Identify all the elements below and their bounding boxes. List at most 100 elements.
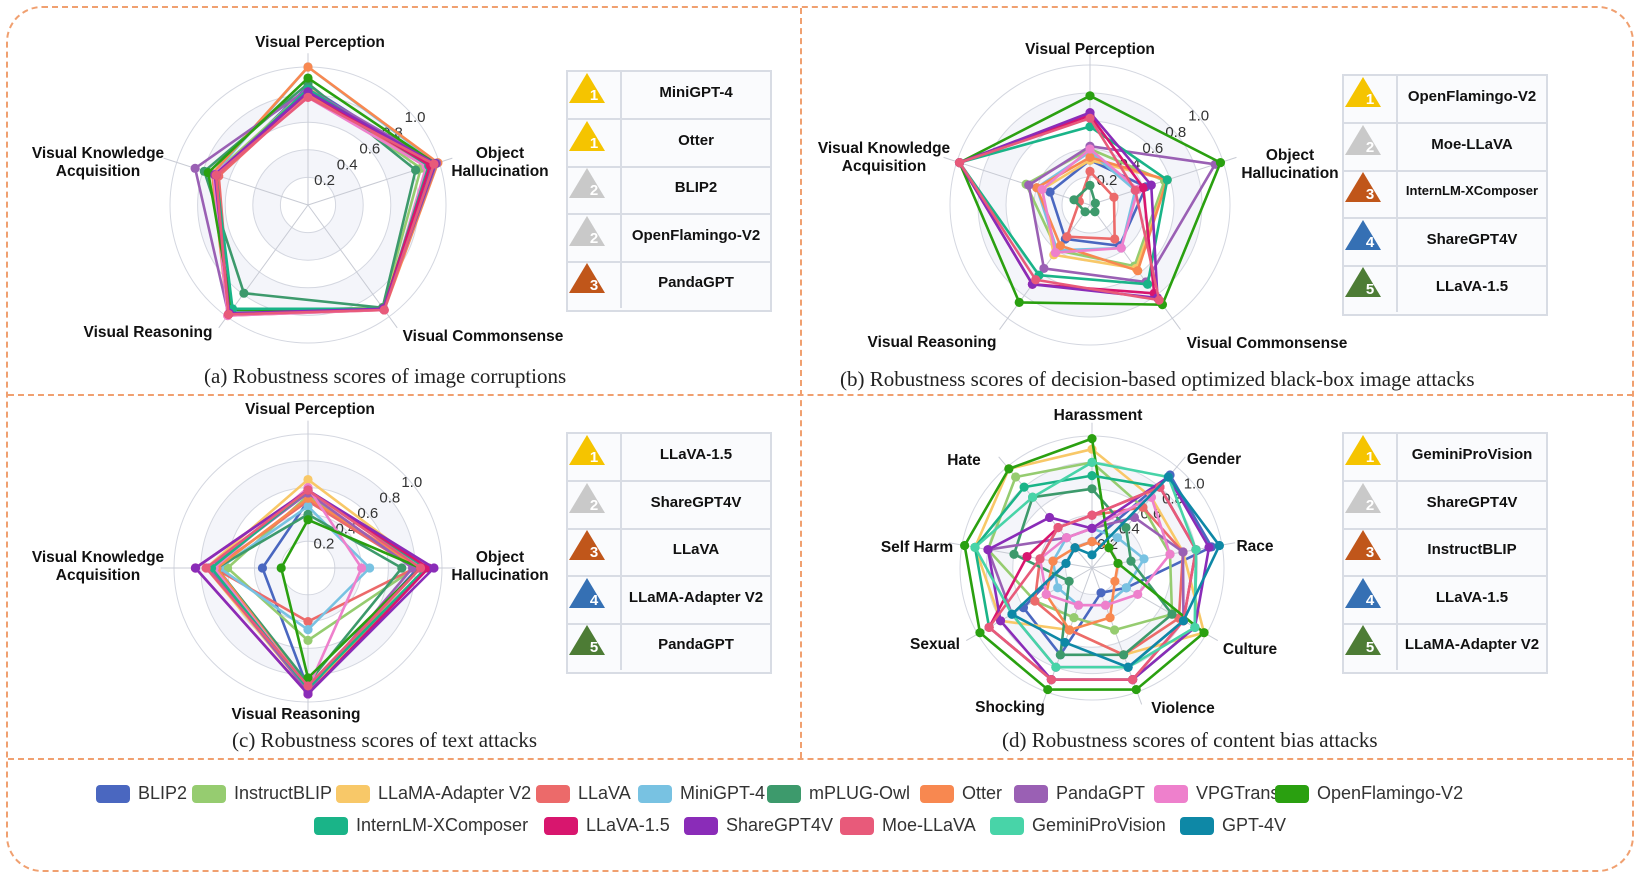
- data-point-blip2-visual-knowledge-acquisition: [257, 563, 268, 573]
- data-point-gpt-4v-gender: [1163, 472, 1173, 482]
- rank-number: 1: [589, 134, 599, 152]
- data-point-openflamingo-v2-harassment: [1087, 434, 1097, 444]
- data-point-llava-object-hallucination: [1109, 192, 1119, 202]
- rank-number: 5: [1365, 281, 1375, 299]
- rank-number: 4: [1365, 591, 1375, 609]
- rank-badge: 3: [1344, 529, 1398, 576]
- data-point-sharegpt4v-visual-knowledge-acquisition: [190, 563, 201, 573]
- series-line-llava: [1065, 170, 1116, 241]
- data-point-pandagpt-visual-knowledge-acquisition: [1024, 180, 1034, 190]
- rank-number: 2: [589, 229, 599, 247]
- data-point-openflamingo-v2-visual-knowledge-acquisition: [276, 563, 286, 573]
- legend-swatch: [96, 785, 130, 803]
- data-point-vpgtrans-visual-perception: [1085, 144, 1095, 154]
- data-point-instructblip-shocking: [1069, 613, 1079, 623]
- data-point-vpgtrans-hate: [1061, 533, 1072, 543]
- data-point-sharegpt4v-self-harm: [983, 545, 993, 555]
- triangle-icon: [569, 215, 605, 246]
- data-point-mplug-owl-visual-commonsense: [1090, 207, 1100, 217]
- data-point-openflamingo-v2-culture: [1199, 628, 1209, 638]
- data-point-openflamingo-v2-violence: [1131, 684, 1141, 695]
- ranked-model-name: PandaGPT: [658, 636, 734, 654]
- divider-middle: [8, 394, 1633, 396]
- series-line-internlm-xcomposer: [958, 125, 1169, 286]
- ranking-row: 2 Moe-LLaVA: [1344, 123, 1546, 172]
- data-point-mplug-owl-visual-perception: [1085, 180, 1095, 190]
- rank-badge: 1: [1344, 76, 1398, 122]
- ranking-row: 4 LLaMA-Adapter V2: [568, 576, 770, 625]
- axis-label-violence: Violence: [1151, 700, 1215, 717]
- axis-label-object-hallucination: Object Hallucination: [1241, 147, 1338, 182]
- data-point-internlm-xcomposer-object-hallucination: [1162, 175, 1172, 185]
- legend-label: Moe-LLaVA: [882, 815, 976, 835]
- caption-c: (c) Robustness scores of text attacks: [232, 728, 538, 752]
- data-point-openflamingo-v2-race: [1113, 558, 1123, 569]
- data-point-geminiprovision-harassment: [1087, 457, 1097, 467]
- tick-label-0-6: 0.6: [1142, 140, 1163, 157]
- series-line-moe-llava: [987, 485, 1198, 681]
- rank-number: 1: [589, 87, 599, 104]
- rank-badge: 4: [1344, 576, 1398, 623]
- ranking-row: 3 LLaVA: [568, 529, 770, 578]
- legend-swatch: [1275, 785, 1309, 803]
- axis-label-race: Race: [1236, 538, 1273, 555]
- triangle-icon: [1345, 172, 1381, 203]
- series-line-openflamingo-v2: [958, 94, 1222, 306]
- series-line-pandagpt: [1027, 144, 1217, 284]
- rank-number: 5: [1365, 639, 1375, 657]
- axis-label-object-hallucination: Object Hallucination: [451, 549, 548, 584]
- data-point-geminiprovision-culture: [1190, 622, 1200, 632]
- data-point-llava-1-5-object-hallucination: [1138, 183, 1148, 193]
- series-line-moe-llava: [214, 96, 436, 316]
- ranking-row: 2 ShareGPT4V: [568, 481, 770, 530]
- ranked-model-name: OpenFlamingo-V2: [631, 226, 761, 244]
- ranked-model-name: LLaMA-Adapter V2: [628, 588, 764, 606]
- series-line-blip2: [1048, 158, 1148, 248]
- data-point-mplug-owl-race: [1126, 556, 1136, 566]
- legend-swatch: [684, 817, 718, 835]
- triangle-icon: [569, 435, 605, 465]
- axis-label-gender: Gender: [1187, 451, 1241, 468]
- data-point-minigpt-4-object-hallucination: [365, 563, 375, 573]
- rank-number: 3: [1365, 544, 1375, 562]
- series-line-vpgtrans: [1038, 495, 1172, 607]
- tick-label-0-8: 0.8: [1165, 124, 1186, 141]
- data-point-vpgtrans-visual-knowledge-acquisition: [1037, 184, 1047, 195]
- data-point-moe-llava-visual-knowledge-acquisition: [201, 563, 211, 573]
- legend-swatch: [638, 785, 672, 803]
- axis-label-hate: Hate: [947, 452, 981, 469]
- ranked-model-name: ShareGPT4V: [1426, 230, 1518, 248]
- rank-badge: 1: [568, 72, 622, 118]
- legend-label: LLaMA-Adapter V2: [378, 783, 532, 803]
- axis-label-visual-perception: Visual Perception: [1025, 41, 1155, 58]
- axis-label-visual-commonsense: Visual Commonsense: [1187, 335, 1348, 352]
- ranking-row: 2 ShareGPT4V: [1344, 481, 1546, 530]
- data-point-internlm-xcomposer-visual-commonsense: [1143, 279, 1153, 289]
- legend-swatch: [544, 817, 578, 835]
- rank-number: 3: [589, 544, 599, 562]
- data-point-llava-visual-commonsense: [1110, 234, 1120, 244]
- rank-badge: 4: [1344, 218, 1398, 265]
- rank-number: 2: [1365, 496, 1375, 514]
- data-point-otter-harassment: [1087, 537, 1097, 547]
- data-point-moe-llava-visual-perception: [303, 485, 313, 495]
- axis-label-visual-commonsense: Visual Commonsense: [403, 328, 564, 345]
- rank-number: 2: [589, 182, 599, 200]
- ranked-model-name: ShareGPT4V: [1426, 493, 1518, 511]
- data-point-pandagpt-race: [1178, 547, 1188, 557]
- data-point-sharegpt4v-visual-reasoning: [303, 689, 313, 699]
- data-point-instructblip-visual-knowledge-acquisition: [223, 563, 233, 573]
- data-point-llava-1-5-self-harm: [1022, 551, 1032, 562]
- triangle-icon: [1345, 435, 1381, 465]
- rank-number: 3: [589, 277, 599, 295]
- data-point-moe-llava-self-harm: [1035, 554, 1045, 564]
- data-point-mplug-owl-object-hallucination: [1090, 198, 1100, 208]
- data-point-llava-visual-perception: [1085, 166, 1095, 176]
- ranking-row: 2 BLIP2: [568, 167, 770, 216]
- data-point-pandagpt-visual-knowledge-acquisition: [190, 163, 200, 173]
- rank-number: 4: [589, 591, 599, 609]
- ranked-model-name: LLaVA-1.5: [659, 446, 733, 463]
- ranking-row: 5 LLaVA-1.5: [1344, 266, 1546, 313]
